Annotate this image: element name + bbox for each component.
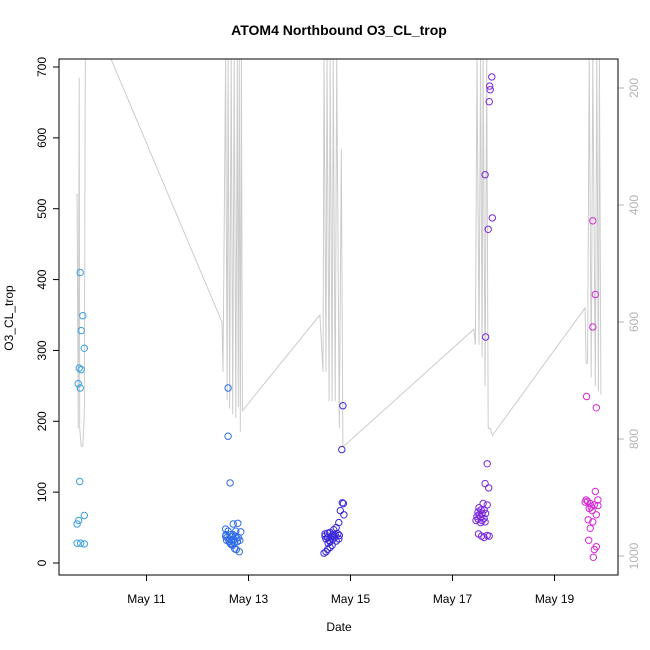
- data-point: [74, 380, 82, 388]
- data-point: [589, 553, 597, 561]
- data-point: [80, 540, 89, 548]
- data-point: [582, 392, 591, 401]
- plot-frame: [58, 58, 619, 576]
- data-point: [484, 225, 492, 234]
- data-point: [328, 541, 336, 549]
- data-point: [77, 365, 85, 374]
- data-point: [235, 548, 244, 556]
- data-point: [585, 536, 593, 544]
- data-point: [73, 539, 81, 547]
- y2-tick-label: 800: [627, 429, 641, 449]
- data-point: [320, 549, 328, 557]
- data-point: [76, 268, 84, 277]
- data-point: [591, 487, 599, 496]
- data-point: [584, 516, 592, 524]
- data-point: [221, 525, 230, 533]
- y-tick-label: 0: [35, 559, 49, 566]
- data-point: [335, 531, 343, 540]
- data-point: [76, 477, 84, 486]
- data-point: [336, 506, 344, 515]
- x-axis-label: Date: [326, 620, 352, 634]
- data-point: [222, 531, 230, 539]
- data-point: [77, 326, 85, 335]
- data-point: [326, 543, 334, 552]
- data-point: [80, 344, 89, 352]
- data-point: [331, 533, 339, 542]
- data-point: [322, 548, 330, 556]
- data-point: [589, 217, 597, 225]
- data-point: [75, 516, 83, 525]
- data-point: [481, 518, 489, 526]
- data-point: [589, 518, 597, 526]
- data-point: [229, 520, 237, 528]
- data-point: [224, 384, 232, 392]
- data-point: [475, 511, 483, 519]
- data-point: [335, 535, 343, 543]
- data-point: [481, 333, 490, 341]
- data-point: [589, 323, 597, 331]
- y-tick-label: 500: [35, 198, 49, 218]
- x-tick-label: May 17: [433, 592, 473, 606]
- data-point: [594, 496, 602, 504]
- data-point: [340, 511, 348, 519]
- x-tick-label: May 11: [127, 592, 166, 606]
- data-point: [234, 519, 242, 527]
- data-point: [338, 499, 346, 507]
- data-point: [79, 312, 87, 320]
- data-point: [76, 384, 84, 392]
- data-point: [339, 499, 348, 508]
- y-axis-label: O3_CL_trop: [2, 285, 16, 351]
- data-point: [75, 364, 83, 372]
- y-tick-label: 300: [35, 340, 49, 360]
- data-point: [594, 501, 602, 510]
- data-point: [73, 520, 81, 528]
- data-point: [485, 98, 493, 106]
- data-point: [586, 524, 594, 532]
- y-tick-label: 200: [35, 411, 49, 431]
- chart-title: ATOM4 Northbound O3_CL_trop: [231, 22, 447, 38]
- data-point: [486, 82, 494, 90]
- data-point: [485, 484, 493, 492]
- y-tick-label: 600: [35, 128, 49, 148]
- data-point: [339, 402, 347, 410]
- x-tick-label: May 19: [535, 592, 575, 606]
- x-tick-label: May 15: [331, 592, 371, 606]
- y-tick-label: 100: [35, 482, 49, 502]
- data-point: [77, 539, 85, 547]
- data-point: [488, 73, 496, 81]
- altitude-line-layer: [76, 59, 602, 447]
- data-point: [486, 86, 494, 94]
- data-point: [592, 511, 600, 519]
- data-point: [326, 538, 334, 546]
- data-point: [485, 532, 493, 540]
- data-point: [224, 432, 232, 440]
- y-tick-label: 700: [35, 57, 49, 77]
- data-point: [226, 479, 234, 487]
- data-point: [488, 214, 496, 222]
- y2-tick-label: 600: [627, 312, 641, 332]
- y2-tick-label: 400: [627, 195, 641, 215]
- data-point: [581, 498, 589, 506]
- data-point: [483, 460, 491, 468]
- data-point: [590, 545, 598, 554]
- x-tick-label: May 13: [229, 592, 269, 606]
- data-point: [591, 290, 599, 299]
- data-point: [587, 503, 595, 511]
- y2-tick-label: 1000: [627, 542, 641, 569]
- data-point: [236, 536, 244, 544]
- data-point: [338, 445, 346, 454]
- data-point: [586, 499, 594, 508]
- data-points-layer: [73, 73, 602, 561]
- data-point: [588, 506, 596, 515]
- y-tick-label: 400: [35, 269, 49, 289]
- altitude-line: [76, 59, 602, 447]
- data-point: [592, 404, 600, 412]
- data-point: [80, 511, 89, 520]
- data-point: [481, 171, 489, 179]
- data-point: [476, 518, 485, 527]
- y2-tick-label: 200: [627, 78, 641, 98]
- data-point: [481, 479, 489, 488]
- data-point: [231, 532, 239, 540]
